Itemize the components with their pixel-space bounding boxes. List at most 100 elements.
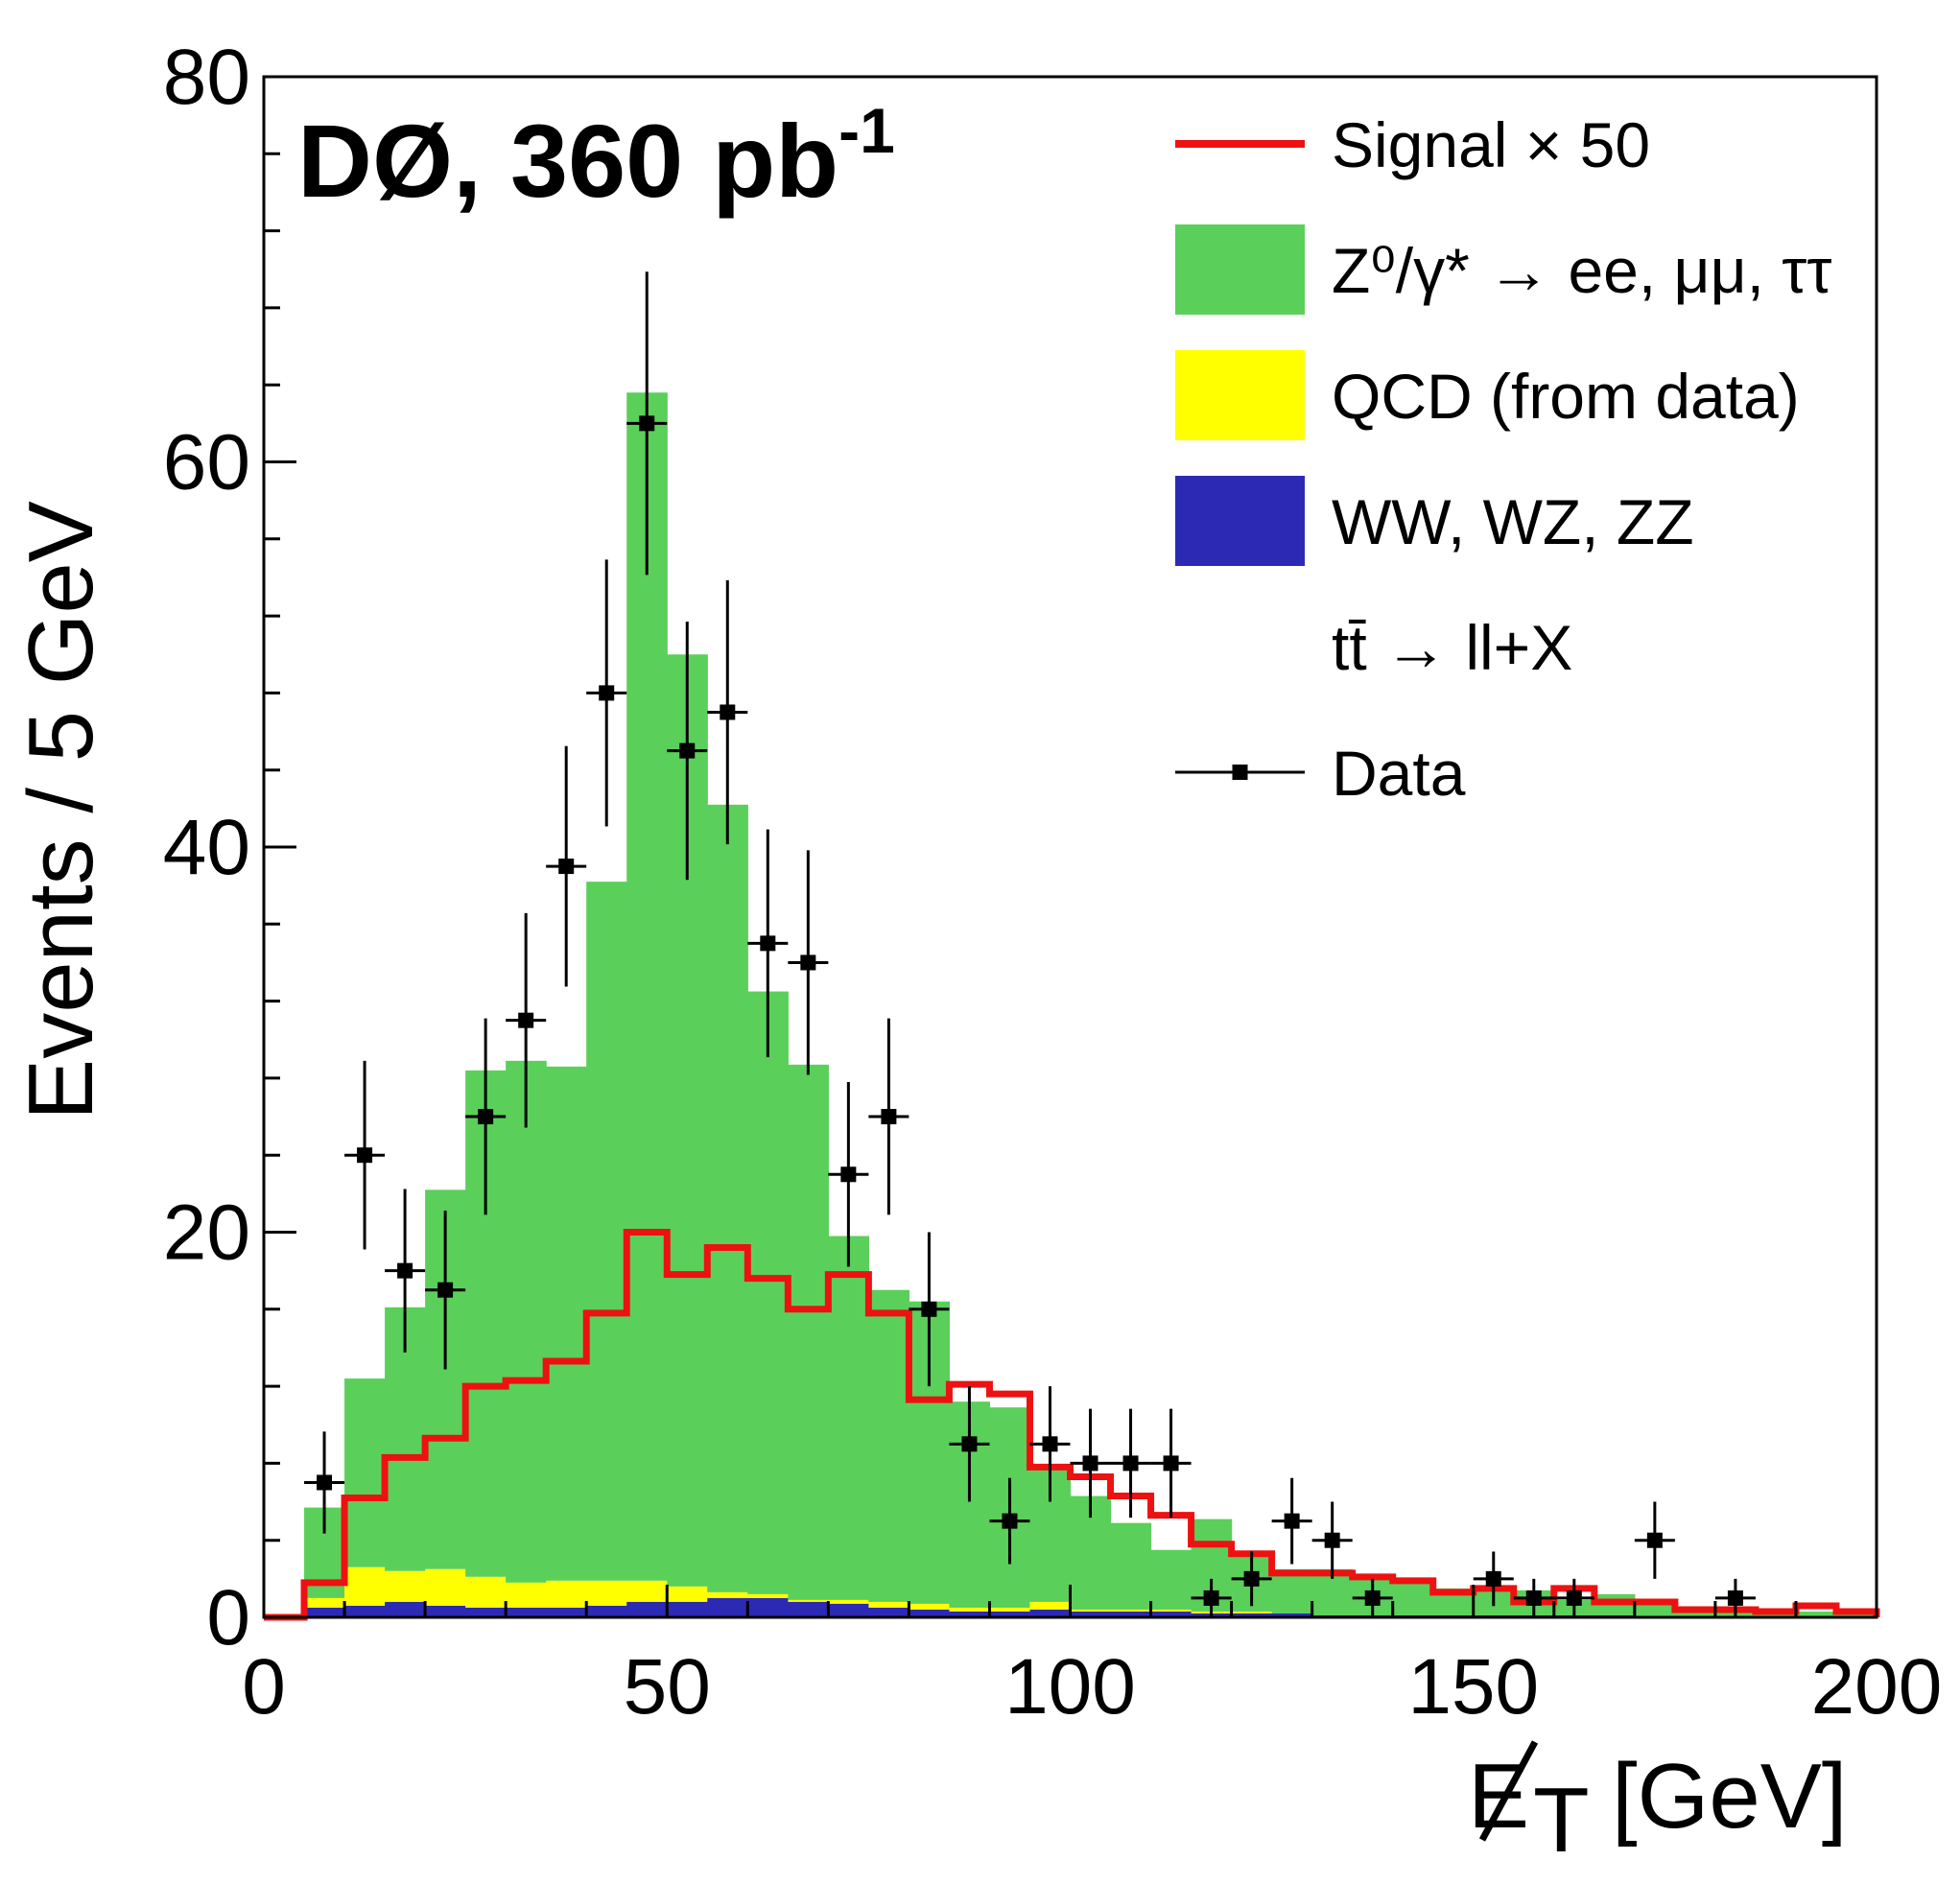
data-point — [385, 1189, 426, 1353]
data-point — [1029, 1386, 1071, 1502]
zgamma-bar — [1150, 1549, 1193, 1610]
data-marker — [840, 1166, 857, 1183]
data-marker — [1646, 1532, 1663, 1548]
data-marker — [558, 859, 575, 875]
data-point — [546, 745, 587, 987]
diboson-bar — [1070, 1611, 1112, 1617]
y-tick-label: 40 — [163, 804, 250, 891]
data-marker — [599, 685, 615, 701]
data-point — [1513, 1578, 1554, 1617]
data-point — [747, 829, 789, 1058]
diboson-bar — [707, 1597, 748, 1617]
y-tick-label: 20 — [163, 1189, 250, 1277]
diboson-bar — [747, 1597, 789, 1617]
x-axis-title-slash — [1478, 1740, 1539, 1842]
data-marker — [639, 415, 655, 432]
data-point — [788, 850, 829, 1075]
diboson-bar — [546, 1607, 587, 1617]
y-axis-title: Events / 5 GeV — [10, 501, 112, 1120]
data-marker — [760, 935, 776, 952]
data-marker — [1163, 1455, 1179, 1472]
zgamma-bar — [707, 804, 748, 1592]
qcd-bar — [949, 1607, 991, 1612]
qcd-bar — [1070, 1609, 1112, 1612]
zgamma-bar — [1392, 1580, 1434, 1615]
qcd-bar — [909, 1603, 951, 1610]
qcd-bar — [1231, 1611, 1273, 1613]
legend-label: Signal × 50 — [1332, 109, 1650, 180]
data-marker — [921, 1301, 937, 1317]
zgamma-bar — [626, 392, 668, 1581]
diboson-bar — [586, 1605, 627, 1617]
qcd-bar — [1110, 1609, 1152, 1612]
data-marker — [1082, 1455, 1098, 1472]
zgamma-bar — [1795, 1611, 1837, 1617]
data-point — [344, 1060, 386, 1250]
zgamma-bar — [506, 1060, 547, 1583]
zgamma-bar — [1271, 1568, 1313, 1613]
y-tick-label: 60 — [163, 419, 250, 506]
qcd-bar — [868, 1601, 909, 1608]
qcd-bar — [828, 1599, 869, 1604]
data-point — [1714, 1578, 1756, 1617]
x-tick-label: 200 — [1811, 1643, 1943, 1731]
data-point — [506, 912, 547, 1128]
diboson-bar — [506, 1607, 547, 1617]
data-marker — [1324, 1532, 1340, 1548]
qcd-bar — [586, 1580, 627, 1606]
qcd-bar — [667, 1586, 708, 1602]
x-tick-label: 150 — [1407, 1643, 1539, 1731]
data-marker — [1122, 1455, 1139, 1472]
data-point — [707, 579, 748, 845]
data-point — [667, 621, 708, 881]
data-point — [304, 1431, 345, 1534]
qcd-bar — [344, 1566, 386, 1606]
data-point — [1110, 1408, 1151, 1519]
plot-area — [264, 271, 1880, 1621]
x-tick-label: 100 — [1004, 1643, 1136, 1731]
legend-entry: WW, WZ, ZZ — [1175, 476, 1694, 566]
data-point — [1191, 1578, 1232, 1617]
qcd-bar — [747, 1593, 789, 1598]
diboson-bar — [949, 1611, 991, 1617]
x-tick-label: 50 — [624, 1643, 711, 1731]
legend-entry: tt̄ → ll+X — [1332, 612, 1572, 683]
legend-label: Data — [1332, 738, 1466, 809]
qcd-bar — [425, 1568, 466, 1606]
data-point — [1070, 1408, 1111, 1519]
diboson-bar — [868, 1607, 909, 1617]
diboson-bar — [425, 1605, 466, 1617]
data-marker — [1002, 1513, 1018, 1529]
zgamma-bar — [868, 1289, 909, 1602]
y-tick-label: 80 — [163, 34, 250, 121]
diboson-bar — [989, 1611, 1031, 1617]
data-marker — [720, 704, 736, 720]
zgamma-bar — [1634, 1603, 1676, 1617]
data-point — [1553, 1578, 1594, 1617]
data-point — [626, 271, 668, 576]
zgamma-bar — [1110, 1522, 1152, 1610]
data-marker — [1525, 1590, 1542, 1606]
data-point — [1231, 1551, 1272, 1607]
data-point — [586, 559, 627, 827]
legend-label: tt̄ → ll+X — [1332, 612, 1572, 683]
data-marker — [478, 1109, 494, 1125]
data-marker — [1203, 1590, 1219, 1606]
data-point — [425, 1210, 466, 1370]
legend-label: Z⁰/γ* → ee, μμ, ττ — [1332, 235, 1831, 306]
data-point — [1271, 1477, 1312, 1565]
legend: Signal × 50 Z⁰/γ* → ee, μμ, ττ QCD (from d… — [1175, 109, 1831, 809]
data-marker — [881, 1109, 897, 1125]
diboson-bar — [465, 1607, 507, 1617]
qcd-bar — [1029, 1601, 1072, 1610]
data-point — [949, 1386, 990, 1502]
data-marker — [1284, 1513, 1300, 1529]
diboson-bar — [1271, 1613, 1313, 1617]
qcd-bar — [1150, 1609, 1193, 1612]
diboson-bar — [1029, 1609, 1072, 1617]
qcd-bar — [385, 1570, 426, 1602]
x-axis-title: E T [GeV] — [1468, 1740, 1847, 1872]
legend-entry: Data — [1175, 738, 1466, 809]
y-tick-label: 0 — [206, 1574, 250, 1661]
